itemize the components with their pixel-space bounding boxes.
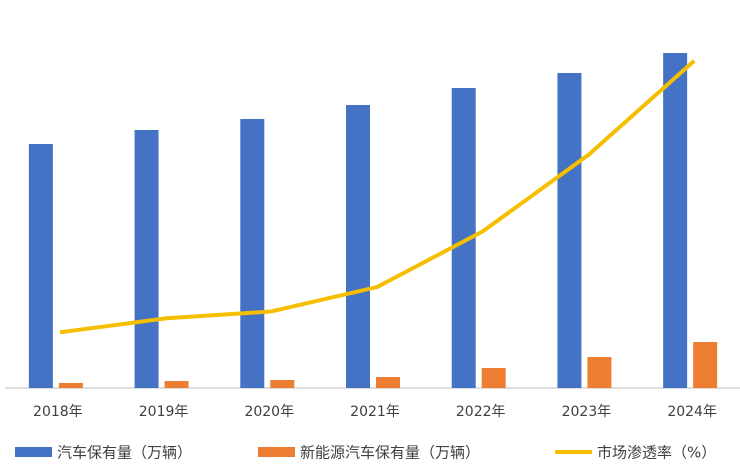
x-tick-label: 2024年 <box>667 404 717 420</box>
x-tick-label: 2020年 <box>244 404 294 420</box>
bar <box>693 342 718 388</box>
legend-swatch <box>15 447 52 457</box>
bar <box>270 380 295 388</box>
legend-swatch <box>258 447 295 457</box>
bar <box>28 144 53 388</box>
bar <box>481 368 506 388</box>
x-tick-label: 2022年 <box>456 404 506 420</box>
bar <box>663 53 688 388</box>
bar <box>58 383 83 388</box>
bar <box>164 381 189 388</box>
bar <box>240 119 265 388</box>
bar <box>557 73 582 388</box>
bar <box>346 105 370 388</box>
bar <box>134 130 159 388</box>
x-tick-label: 2019年 <box>139 404 189 420</box>
bar <box>376 377 400 388</box>
x-tick-label: 2023年 <box>562 404 612 420</box>
legend-label: 市场渗透率（%） <box>597 444 716 462</box>
line <box>59 59 696 335</box>
legend-label: 汽车保有量（万辆） <box>57 444 192 462</box>
x-tick-label: 2021年 <box>350 404 400 420</box>
legend-label: 新能源汽车保有量（万辆） <box>300 444 480 462</box>
bar <box>587 357 612 388</box>
x-tick-label: 2018年 <box>33 404 83 420</box>
